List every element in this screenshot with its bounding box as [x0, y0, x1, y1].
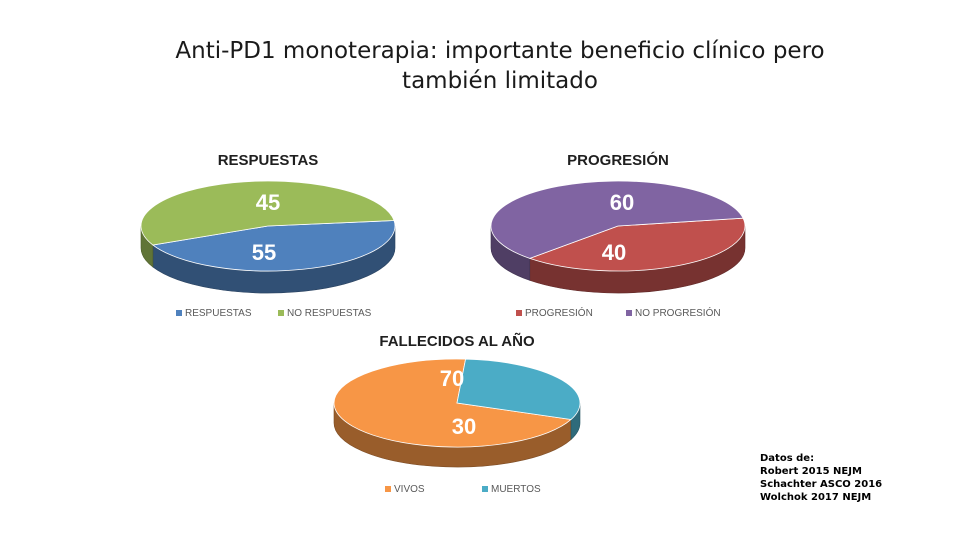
data-label-2: 30: [452, 414, 476, 439]
slide-title-line-2: también limitado: [402, 68, 598, 94]
legend-swatch-1: [385, 486, 391, 492]
legend-label-2: NO PROGRESIÓN: [635, 306, 721, 319]
slice-2: [490, 180, 744, 259]
slice-1: [333, 358, 572, 448]
slice-2: [140, 180, 395, 246]
legend-label-2: NO RESPUESTAS: [287, 308, 372, 319]
legend-swatch-2: [626, 310, 632, 316]
pie-chart-3: FALLECIDOS AL AÑO 70 30 VIVOS MUERTOS: [333, 332, 581, 495]
legend-label-2: MUERTOS: [491, 484, 541, 495]
legend-swatch-2: [482, 486, 488, 492]
pie-chart-1: RESPUESTAS 45 55 RESPUESTAS NO RESPUESTAS: [140, 152, 396, 319]
slide-title-line-1: Anti-PD1 monoterapia: importante benefic…: [175, 38, 825, 64]
legend-swatch-1: [176, 310, 182, 316]
sources-heading: Datos de:: [760, 453, 815, 464]
data-label-1: 45: [256, 190, 280, 215]
data-label-2: 60: [610, 190, 634, 215]
slide-title: Anti-PD1 monoterapia: importante benefic…: [60, 36, 940, 96]
data-label-2: 55: [252, 240, 276, 265]
source-line-3: Wolchok 2017 NEJM: [760, 492, 872, 503]
data-label-1: 40: [602, 240, 626, 265]
legend-swatch-1: [516, 310, 522, 316]
pie-chart-2: PROGRESIÓN 40 60 PROGRESIÓN NO PROGRESIÓN: [490, 151, 746, 319]
slice-1: [528, 217, 746, 272]
chart-title: PROGRESIÓN: [567, 151, 669, 169]
chart-title: FALLECIDOS AL AÑO: [379, 332, 535, 350]
legend-swatch-2: [278, 310, 284, 316]
slice-2: [456, 358, 581, 420]
slice-1: [151, 220, 396, 272]
legend-label-1: VIVOS: [394, 484, 425, 495]
data-label-1: 70: [440, 366, 464, 391]
source-line-2: Schachter ASCO 2016: [760, 479, 883, 490]
legend-label-1: RESPUESTAS: [185, 308, 252, 319]
data-sources: Datos de: Robert 2015 NEJM Schachter ASC…: [760, 452, 950, 504]
source-line-1: Robert 2015 NEJM: [760, 466, 862, 477]
chart-title: RESPUESTAS: [218, 152, 319, 169]
legend-label-1: PROGRESIÓN: [525, 306, 593, 319]
